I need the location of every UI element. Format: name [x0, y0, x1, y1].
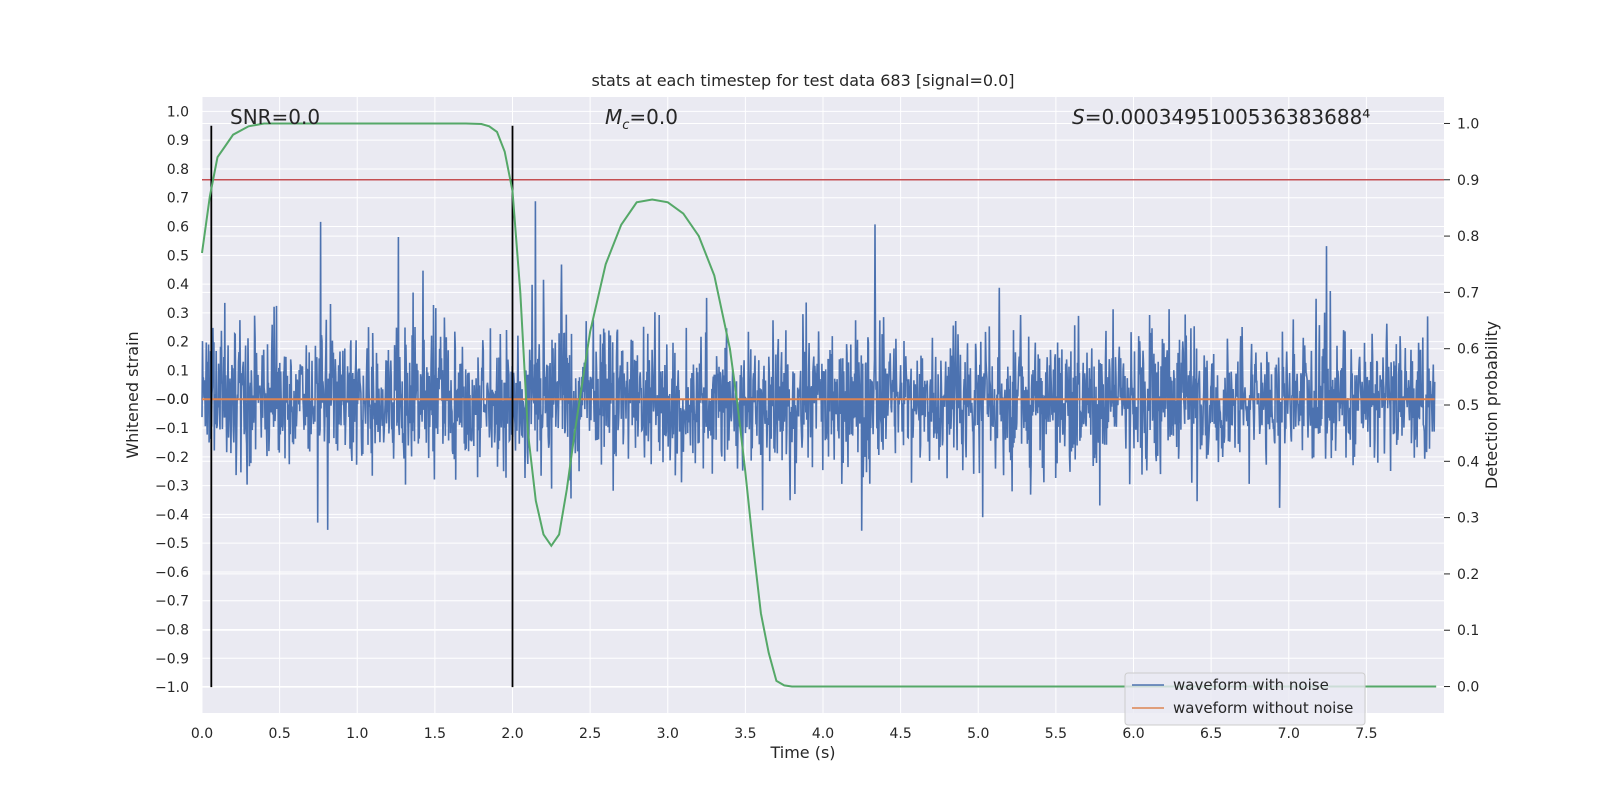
x-tick-label: 0.0 — [191, 726, 213, 742]
y-tick-label: −0.9 — [155, 651, 189, 667]
y-right-tick-label: 0.2 — [1457, 567, 1479, 583]
y-tick-label: −0.6 — [155, 565, 189, 581]
y-right-tick-label: 0.6 — [1457, 342, 1479, 358]
chirp-mass-annotation: Mc=0.0 — [605, 105, 678, 133]
x-tick-label: 7.0 — [1278, 726, 1300, 742]
y-tick-label: −0.1 — [155, 421, 189, 437]
grid — [201, 97, 1444, 713]
overlay-lines — [201, 122, 1444, 688]
y-tick-label: 0.7 — [167, 191, 189, 207]
x-tick-label: 6.5 — [1200, 726, 1222, 742]
x-tick-label: 3.0 — [657, 726, 679, 742]
detection-probability-line — [201, 122, 1437, 688]
score-annotation: S=0.0003495100536383688⁴ — [1072, 105, 1370, 129]
x-tick-label: 7.5 — [1355, 726, 1377, 742]
y-right-tick-label: 0.8 — [1457, 229, 1479, 245]
x-axis-label: Time (s) — [769, 743, 835, 762]
y-tick-label: 0.0 — [167, 392, 189, 408]
waveform-with-noise-line — [201, 201, 1436, 531]
y-right-tick-labels: 1.0 0.9 0.8 0.7 0.6 0.5 0.4 0.3 0.2 0.1 0.0 — [1444, 116, 1479, 696]
y-right-axis-label: Detection probability — [1482, 321, 1501, 489]
y-right-tick-label: 0.3 — [1457, 511, 1479, 527]
x-tick-label: 4.0 — [812, 726, 834, 742]
y-tick-label: −1.0 — [155, 680, 189, 696]
y-right-tick-label: 0.5 — [1457, 398, 1479, 414]
score-symbol: S — [1072, 105, 1085, 129]
y-tick-label: 1.0 — [167, 104, 189, 120]
x-tick-label: 2.5 — [579, 726, 601, 742]
x-tick-label: 1.0 — [346, 726, 368, 742]
y-axis-label: Whitened strain — [123, 331, 142, 458]
y-tick-label: −0.5 — [155, 536, 189, 552]
chirp-mass-subscript: c — [622, 118, 629, 133]
chirp-mass-value: =0.0 — [629, 105, 678, 129]
y-tick-label: 0.4 — [167, 277, 189, 293]
chart-title: stats at each timestep for test data 683… — [591, 71, 1014, 90]
legend-clean-label: waveform without noise — [1173, 699, 1353, 717]
y-tick-label: 0.9 — [167, 133, 189, 149]
x-tick-label: 5.5 — [1045, 726, 1067, 742]
snr-annotation: SNR=0.0 — [230, 105, 320, 129]
x-tick-label: 5.0 — [967, 726, 989, 742]
x-tick-label: 0.5 — [268, 726, 290, 742]
y-right-tick-label: 0.0 — [1457, 680, 1479, 696]
y-right-tick-label: 1.0 — [1457, 116, 1479, 132]
y-tick-label: 0.8 — [167, 162, 189, 178]
legend: waveform with noise waveform without noi… — [1124, 672, 1366, 726]
y-tick-label: −0.3 — [155, 479, 189, 495]
waveform-with-noise-series — [201, 201, 1436, 531]
x-tick-label: 6.0 — [1122, 726, 1144, 742]
y-tick-label: −0.7 — [155, 594, 189, 610]
score-value: =0.0003495100536383688⁴ — [1085, 105, 1371, 129]
y-right-tick-label: 0.9 — [1457, 173, 1479, 189]
y-tick-label: −0.0 — [155, 392, 189, 408]
y-right-tick-label: 0.1 — [1457, 623, 1479, 639]
chirp-mass-symbol: M — [605, 105, 622, 129]
x-tick-label: 2.0 — [501, 726, 523, 742]
y-tick-label: −0.8 — [155, 623, 189, 639]
y-tick-label: 0.3 — [167, 306, 189, 322]
x-tick-label: 4.5 — [889, 726, 911, 742]
y-tick-labels: 1.0 0.9 0.8 0.7 0.6 0.5 0.4 0.3 0.2 0.1 0.0−0.0 −0.… — [155, 104, 189, 696]
y-tick-label: −0.4 — [155, 507, 189, 523]
x-tick-labels: 0.0 0.5 1.0 1.5 2.0 2.5 3.0 3.5 4.0 4.5 5.0 5.5 6.0 6… — [191, 726, 1378, 742]
y-right-tick-label: 0.7 — [1457, 285, 1479, 301]
y-tick-label: −0.2 — [155, 450, 189, 466]
x-tick-label: 1.5 — [424, 726, 446, 742]
legend-box — [1124, 672, 1366, 726]
legend-noise-label: waveform with noise — [1173, 676, 1329, 694]
y-tick-label: 0.5 — [167, 248, 189, 264]
y-tick-label: 0.6 — [167, 220, 189, 236]
x-tick-label: 3.5 — [734, 726, 756, 742]
y-right-tick-label: 0.4 — [1457, 454, 1479, 470]
y-tick-label: 0.2 — [167, 335, 189, 351]
y-tick-label: 0.1 — [167, 363, 189, 379]
